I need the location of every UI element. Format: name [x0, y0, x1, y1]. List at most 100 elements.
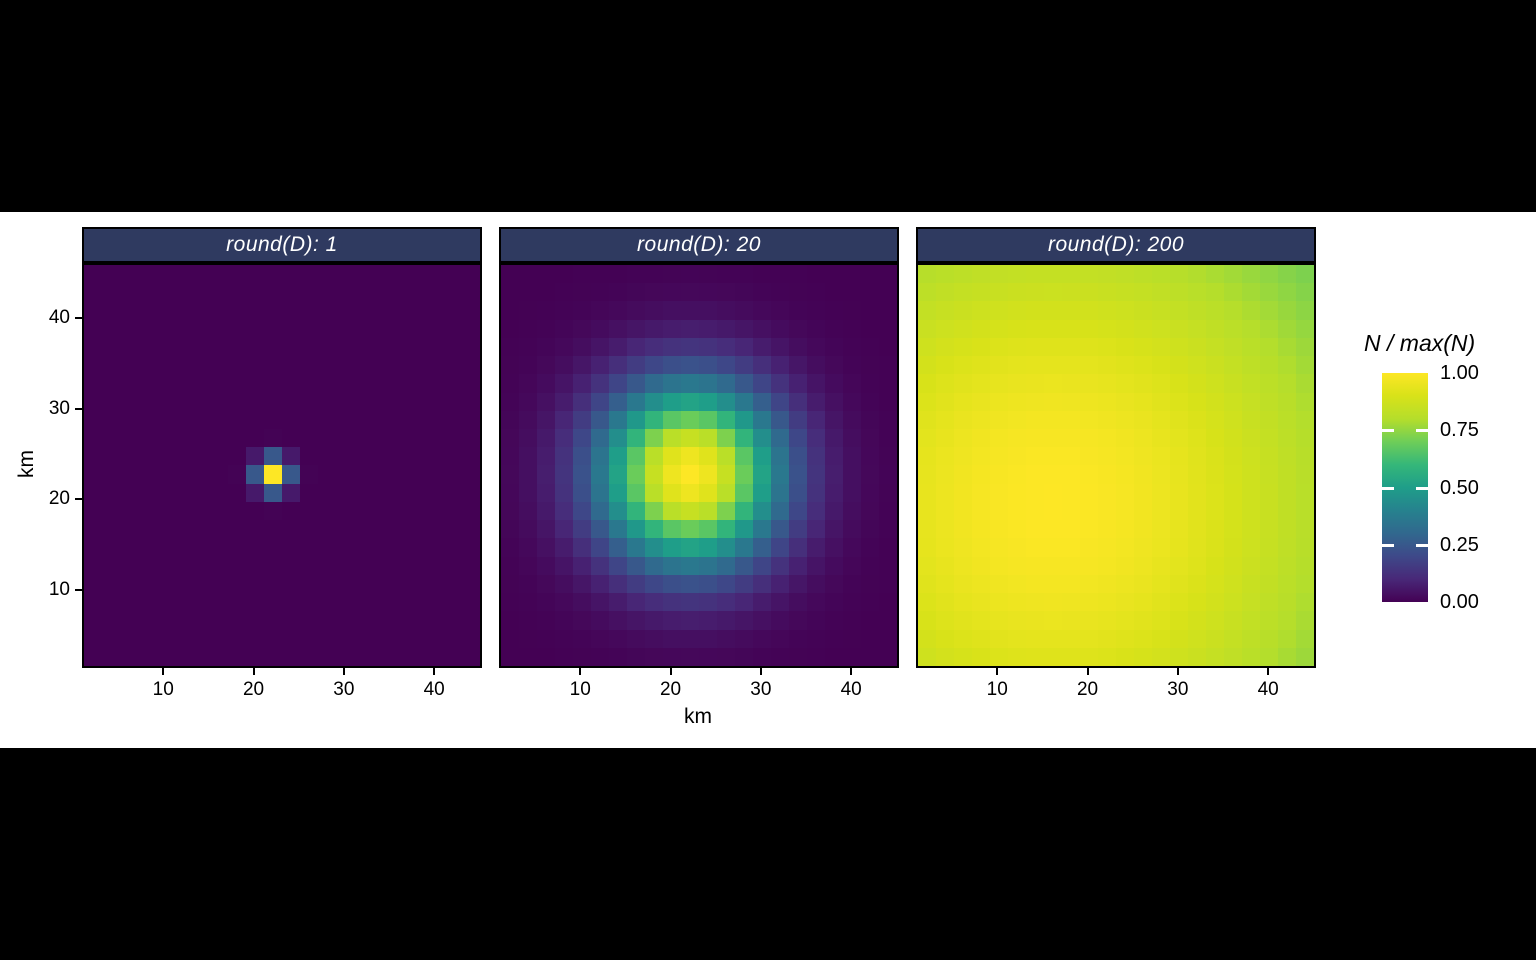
heatmap-cell — [174, 465, 192, 484]
heatmap-cell — [1026, 538, 1044, 557]
heatmap-cell — [1098, 392, 1116, 411]
heatmap-cell — [282, 465, 300, 484]
heatmap-cell — [1260, 647, 1278, 666]
heatmap-cell — [1206, 556, 1224, 575]
heatmap-cell — [825, 647, 843, 666]
heatmap-cell — [354, 337, 372, 357]
heatmap-cell — [861, 538, 879, 557]
heatmap-cell — [1098, 611, 1116, 630]
heatmap-cell — [699, 501, 717, 521]
heatmap-cell — [426, 465, 444, 484]
heatmap-cell — [84, 538, 102, 557]
heatmap-cell — [156, 629, 174, 648]
x-tick-mark — [579, 668, 582, 675]
heatmap-cell — [318, 574, 336, 594]
heatmap-cell — [120, 593, 138, 612]
facet-strip-label: round(D): 20 — [637, 233, 761, 256]
heatmap-cell — [1170, 410, 1188, 430]
heatmap-cell — [336, 337, 354, 357]
heatmap-cell — [735, 319, 753, 338]
x-tick-mark — [850, 668, 853, 675]
heatmap-cell — [1026, 611, 1044, 630]
heatmap-cell — [1062, 556, 1080, 575]
heatmap-cell — [1170, 301, 1188, 320]
heatmap-cell — [789, 538, 807, 557]
heatmap-cell — [354, 356, 372, 375]
heatmap-cell — [645, 319, 663, 338]
heatmap-cell — [537, 538, 555, 557]
heatmap-cell — [918, 392, 936, 411]
heatmap-cell — [210, 410, 228, 430]
heatmap-cell — [228, 283, 246, 302]
heatmap-cell — [825, 374, 843, 393]
heatmap-cell — [1116, 593, 1134, 612]
heatmap-cell — [192, 556, 210, 575]
heatmap-cell — [843, 574, 861, 594]
heatmap-cell — [501, 574, 519, 594]
heatmap-cell — [84, 556, 102, 575]
heatmap-cell — [735, 374, 753, 393]
heatmap-cell — [426, 410, 444, 430]
heatmap-cell — [1224, 301, 1242, 320]
heatmap-cell — [519, 574, 537, 594]
heatmap-cell — [138, 283, 156, 302]
heatmap-cell — [519, 429, 537, 448]
heatmap-cell — [1242, 337, 1260, 357]
heatmap-cell — [390, 429, 408, 448]
heatmap-cell — [1224, 392, 1242, 411]
heatmap-cell — [681, 356, 699, 375]
heatmap-cell — [318, 520, 336, 539]
heatmap-cell — [390, 447, 408, 466]
heatmap-cell — [1098, 301, 1116, 320]
heatmap-cell — [1026, 337, 1044, 357]
heatmap-cell — [282, 410, 300, 430]
heatmap-cell — [264, 392, 282, 411]
heatmap-cell — [354, 465, 372, 484]
heatmap-cell — [1008, 392, 1026, 411]
heatmap-cell — [879, 301, 897, 320]
heatmap-cell — [735, 392, 753, 411]
heatmap-cell — [138, 447, 156, 466]
heatmap-cell — [972, 465, 990, 484]
heatmap-cell — [1296, 501, 1314, 521]
heatmap-cell — [591, 629, 609, 648]
heatmap-cell — [138, 392, 156, 411]
heatmap-cell — [699, 392, 717, 411]
heatmap-cell — [825, 447, 843, 466]
heatmap-cell — [936, 265, 954, 284]
heatmap-cell — [717, 374, 735, 393]
heatmap-cell — [879, 501, 897, 521]
heatmap-cell — [1188, 429, 1206, 448]
heatmap-cell — [462, 265, 480, 284]
heatmap-cell — [1260, 520, 1278, 539]
heatmap-cell — [1278, 301, 1296, 320]
x-tick-label: 20 — [1076, 679, 1099, 700]
heatmap-cell — [627, 520, 645, 539]
heatmap-cell — [1224, 319, 1242, 338]
heatmap-cell — [1026, 647, 1044, 666]
heatmap-cell — [102, 556, 120, 575]
heatmap-cell — [936, 392, 954, 411]
heatmap-cell — [354, 593, 372, 612]
heatmap-cell — [1098, 337, 1116, 357]
heatmap-cell — [1134, 593, 1152, 612]
heatmap-cell — [936, 611, 954, 630]
heatmap-cell — [462, 520, 480, 539]
heatmap-cell — [1098, 593, 1116, 612]
heatmap-cell — [1296, 447, 1314, 466]
heatmap-cell — [1224, 265, 1242, 284]
heatmap-cell — [84, 465, 102, 484]
heatmap-cell — [1044, 465, 1062, 484]
heatmap-cell — [1080, 501, 1098, 521]
heatmap-cell — [282, 392, 300, 411]
heatmap-cell — [627, 410, 645, 430]
heatmap-cell — [861, 483, 879, 502]
heatmap-cell — [318, 538, 336, 557]
heatmap-cell — [192, 538, 210, 557]
heatmap-cell — [1152, 483, 1170, 502]
heatmap-cell — [972, 647, 990, 666]
heatmap-cell — [825, 283, 843, 302]
heatmap-cell — [879, 283, 897, 302]
heatmap-cell — [918, 593, 936, 612]
heatmap-cell — [156, 265, 174, 284]
